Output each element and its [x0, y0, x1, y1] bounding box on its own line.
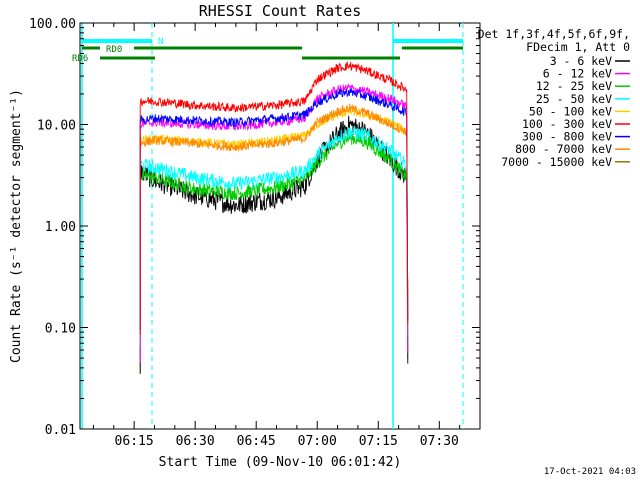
- y-axis: 100.00 10.00 1.00 0.10 0.01: [29, 17, 480, 438]
- legend-entry-label: 300 - 800 keV: [522, 130, 612, 144]
- legend-entry-label: 6 - 12 keV: [543, 67, 612, 81]
- series-line-3: [139, 125, 409, 347]
- series-line-2: [139, 130, 409, 354]
- footer-date: 17-Oct-2021 04:03: [544, 467, 636, 477]
- x-tick-label: 06:45: [237, 434, 276, 449]
- flag-group: RD0 RD6 N: [72, 23, 464, 429]
- x-axis: 06:15 06:30 06:45 07:00 07:15 07:30: [92, 23, 481, 449]
- y-tick-label: 100.00: [29, 17, 76, 32]
- y-tick-label: 10.00: [37, 119, 76, 134]
- legend-entry-label: 12 - 25 keV: [536, 79, 612, 93]
- legend-entry-label: 3 - 6 keV: [550, 54, 612, 68]
- legend-entry-label: 50 - 100 keV: [529, 104, 612, 118]
- series-line-5: [139, 60, 409, 335]
- y-tick-label: 0.01: [45, 423, 76, 438]
- legend-header-line-2: FDecim 1, Att 0: [526, 40, 630, 54]
- series-line-7: [139, 103, 409, 326]
- y-tick-label: 0.10: [45, 322, 76, 337]
- x-tick-label: 06:30: [176, 434, 215, 449]
- series-line-6: [139, 87, 409, 330]
- y-axis-label: Count Rate (s⁻¹ detector segment⁻¹): [9, 89, 24, 363]
- chart-title: RHESSI Count Rates: [199, 2, 362, 20]
- x-tick-label: 07:30: [420, 434, 459, 449]
- x-tick-label: 07:00: [298, 434, 337, 449]
- legend-entry-label: 100 - 300 keV: [522, 117, 612, 131]
- y-tick-label: 1.00: [45, 220, 76, 235]
- legend-entry-label: 800 - 7000 keV: [515, 142, 612, 156]
- legend-header-line-1: Det 1f,3f,4f,5f,6f,9f,: [478, 27, 630, 41]
- x-axis-label: Start Time (09-Nov-10 06:01:42): [159, 455, 402, 470]
- legend-entry-label: 25 - 50 keV: [536, 92, 612, 106]
- flag-label-rd0: RD0: [106, 45, 122, 55]
- series-layer: [139, 60, 409, 374]
- x-tick-label: 06:15: [115, 434, 154, 449]
- series-line-0: [139, 115, 409, 374]
- series-line-8: [139, 279, 409, 374]
- x-tick-label: 07:15: [359, 434, 398, 449]
- flag-label-rd6: RD6: [72, 54, 88, 64]
- legend-entry-label: 7000 - 15000 keV: [501, 155, 612, 169]
- legend: Det 1f,3f,4f,5f,6f,9f,FDecim 1, Att 03 -…: [478, 27, 630, 169]
- flag-label-n: N: [158, 37, 163, 47]
- series-line-1: [139, 83, 409, 363]
